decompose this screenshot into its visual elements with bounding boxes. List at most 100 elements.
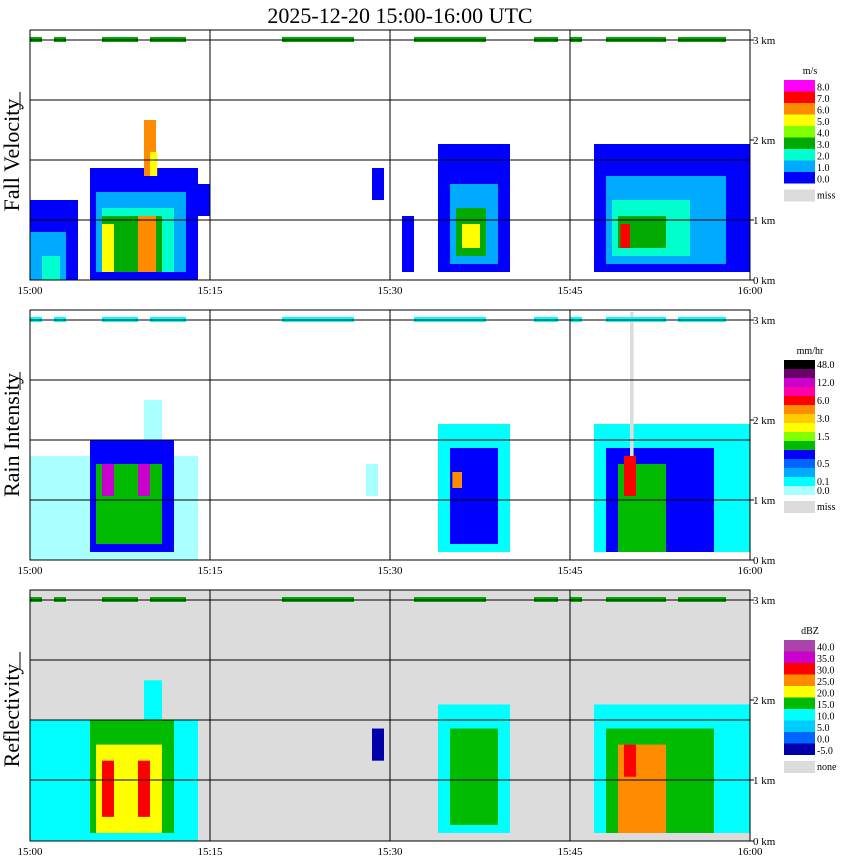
x-tick-label: 15:30 <box>377 846 403 858</box>
legend-swatch <box>784 720 815 732</box>
legend-swatch <box>784 663 815 675</box>
legend-swatch <box>784 91 815 103</box>
legend-swatch <box>784 477 815 486</box>
legend-label: 0.5 <box>817 459 830 470</box>
legend-swatch <box>784 126 815 138</box>
panel-frame <box>29 29 751 281</box>
data-cell <box>138 760 150 817</box>
data-cell <box>452 472 462 488</box>
legend-swatch <box>784 149 815 161</box>
legend-label: 4.0 <box>817 129 830 140</box>
legend-label: 5.0 <box>817 117 830 128</box>
data-cell <box>402 216 414 272</box>
legend-swatch <box>784 640 815 652</box>
legend-swatch <box>784 80 815 92</box>
legend-swatch <box>784 378 815 387</box>
legend-swatch <box>784 441 815 450</box>
legend-label: 0.1 <box>817 477 830 488</box>
x-tick-label: 15:15 <box>197 846 223 858</box>
panel-1: 15:00 15:15 15:30 15:45 16:000 km 1 km 2 km 3 k… <box>0 309 835 577</box>
legend-swatch <box>784 697 815 709</box>
data-cell <box>198 184 210 216</box>
legend-swatch <box>784 137 815 149</box>
legend-label: 3.0 <box>817 414 830 425</box>
y-tick-label: 2 km <box>753 135 776 147</box>
legend-swatch <box>784 114 815 126</box>
panel-label: Fall Velocity <box>0 99 24 212</box>
legend-label: 35.0 <box>817 654 835 665</box>
x-tick-label: 15:45 <box>557 285 583 297</box>
panel-0: 15:00 15:15 15:30 15:45 16:000 km 1 km 2 km 3 k… <box>0 29 835 297</box>
y-tick-label: 0 km <box>753 836 776 848</box>
legend-swatch <box>784 405 815 414</box>
legend-label: 7.0 <box>817 94 830 105</box>
legend-swatch <box>784 743 815 755</box>
panel-2: 15:00 15:15 15:30 15:45 16:000 km 1 km 2 km 3 k… <box>0 589 837 858</box>
legend-label: 3.0 <box>817 140 830 151</box>
legend-unit: dBZ <box>801 626 819 637</box>
x-tick-label: 15:00 <box>17 565 43 577</box>
legend-swatch <box>784 651 815 663</box>
y-tick-label: 3 km <box>753 595 776 607</box>
legend-swatch <box>784 172 815 184</box>
legend-label: 10.0 <box>817 712 835 723</box>
y-tick-label: 3 km <box>753 35 776 47</box>
x-tick-label: 15:45 <box>557 565 583 577</box>
legend-label: none <box>817 762 837 773</box>
x-tick-label: 16:00 <box>737 565 763 577</box>
panel-label: Reflectivity <box>0 664 24 768</box>
data-cell <box>372 168 384 200</box>
data-cell <box>150 152 158 176</box>
legend-label: miss <box>817 502 835 513</box>
legend-swatch <box>784 674 815 686</box>
x-tick-label: 15:00 <box>17 285 43 297</box>
x-tick-label: 15:15 <box>197 285 223 297</box>
data-cell <box>450 448 498 544</box>
data-cell <box>620 224 630 248</box>
legend-swatch <box>784 103 815 115</box>
legend-swatch <box>784 432 815 441</box>
legend-label: 20.0 <box>817 689 835 700</box>
chart-title: 2025-12-20 15:00-16:00 UTC <box>267 3 532 28</box>
data-cell <box>102 464 114 496</box>
legend-swatch <box>784 459 815 468</box>
legend-label: 6.0 <box>817 106 830 117</box>
y-tick-label: 2 km <box>753 415 776 427</box>
y-tick-label: 0 km <box>753 555 776 567</box>
y-tick-label: 2 km <box>753 695 776 707</box>
legend-label: 15.0 <box>817 700 835 711</box>
legend-label: 25.0 <box>817 677 835 688</box>
data-cell <box>624 456 636 496</box>
x-tick-label: 15:30 <box>377 565 403 577</box>
legend-label: -5.0 <box>817 746 833 757</box>
legend-swatch <box>784 450 815 459</box>
legend-label: 40.0 <box>817 643 835 654</box>
data-cell <box>630 312 634 456</box>
legend-label: 1.5 <box>817 432 830 443</box>
legend-label: 5.0 <box>817 723 830 734</box>
legend-label: 0.0 <box>817 486 830 497</box>
data-cell <box>102 224 114 272</box>
legend-label: 48.0 <box>817 360 835 371</box>
legend-label: 8.0 <box>817 83 830 94</box>
panel-label: Rain Intensity <box>0 373 24 497</box>
legend-label: 0.0 <box>817 735 830 746</box>
x-tick-label: 15:30 <box>377 285 403 297</box>
legend-label: 30.0 <box>817 666 835 677</box>
panel-frame <box>29 589 751 842</box>
legend-swatch <box>784 761 815 773</box>
legend-swatch <box>784 686 815 698</box>
legend-unit: m/s <box>803 66 818 77</box>
x-tick-label: 15:15 <box>197 565 223 577</box>
panel-frame <box>29 309 751 561</box>
legend-swatch <box>784 160 815 172</box>
y-tick-label: 0 km <box>753 275 776 287</box>
legend-label: 12.0 <box>817 378 835 389</box>
data-cell <box>102 760 114 817</box>
data-cell <box>372 728 384 761</box>
x-tick-label: 15:45 <box>557 846 583 858</box>
legend-swatch <box>784 189 815 202</box>
legend-label: miss <box>817 191 835 202</box>
y-tick-label: 1 km <box>753 215 776 227</box>
data-cell <box>138 216 156 272</box>
